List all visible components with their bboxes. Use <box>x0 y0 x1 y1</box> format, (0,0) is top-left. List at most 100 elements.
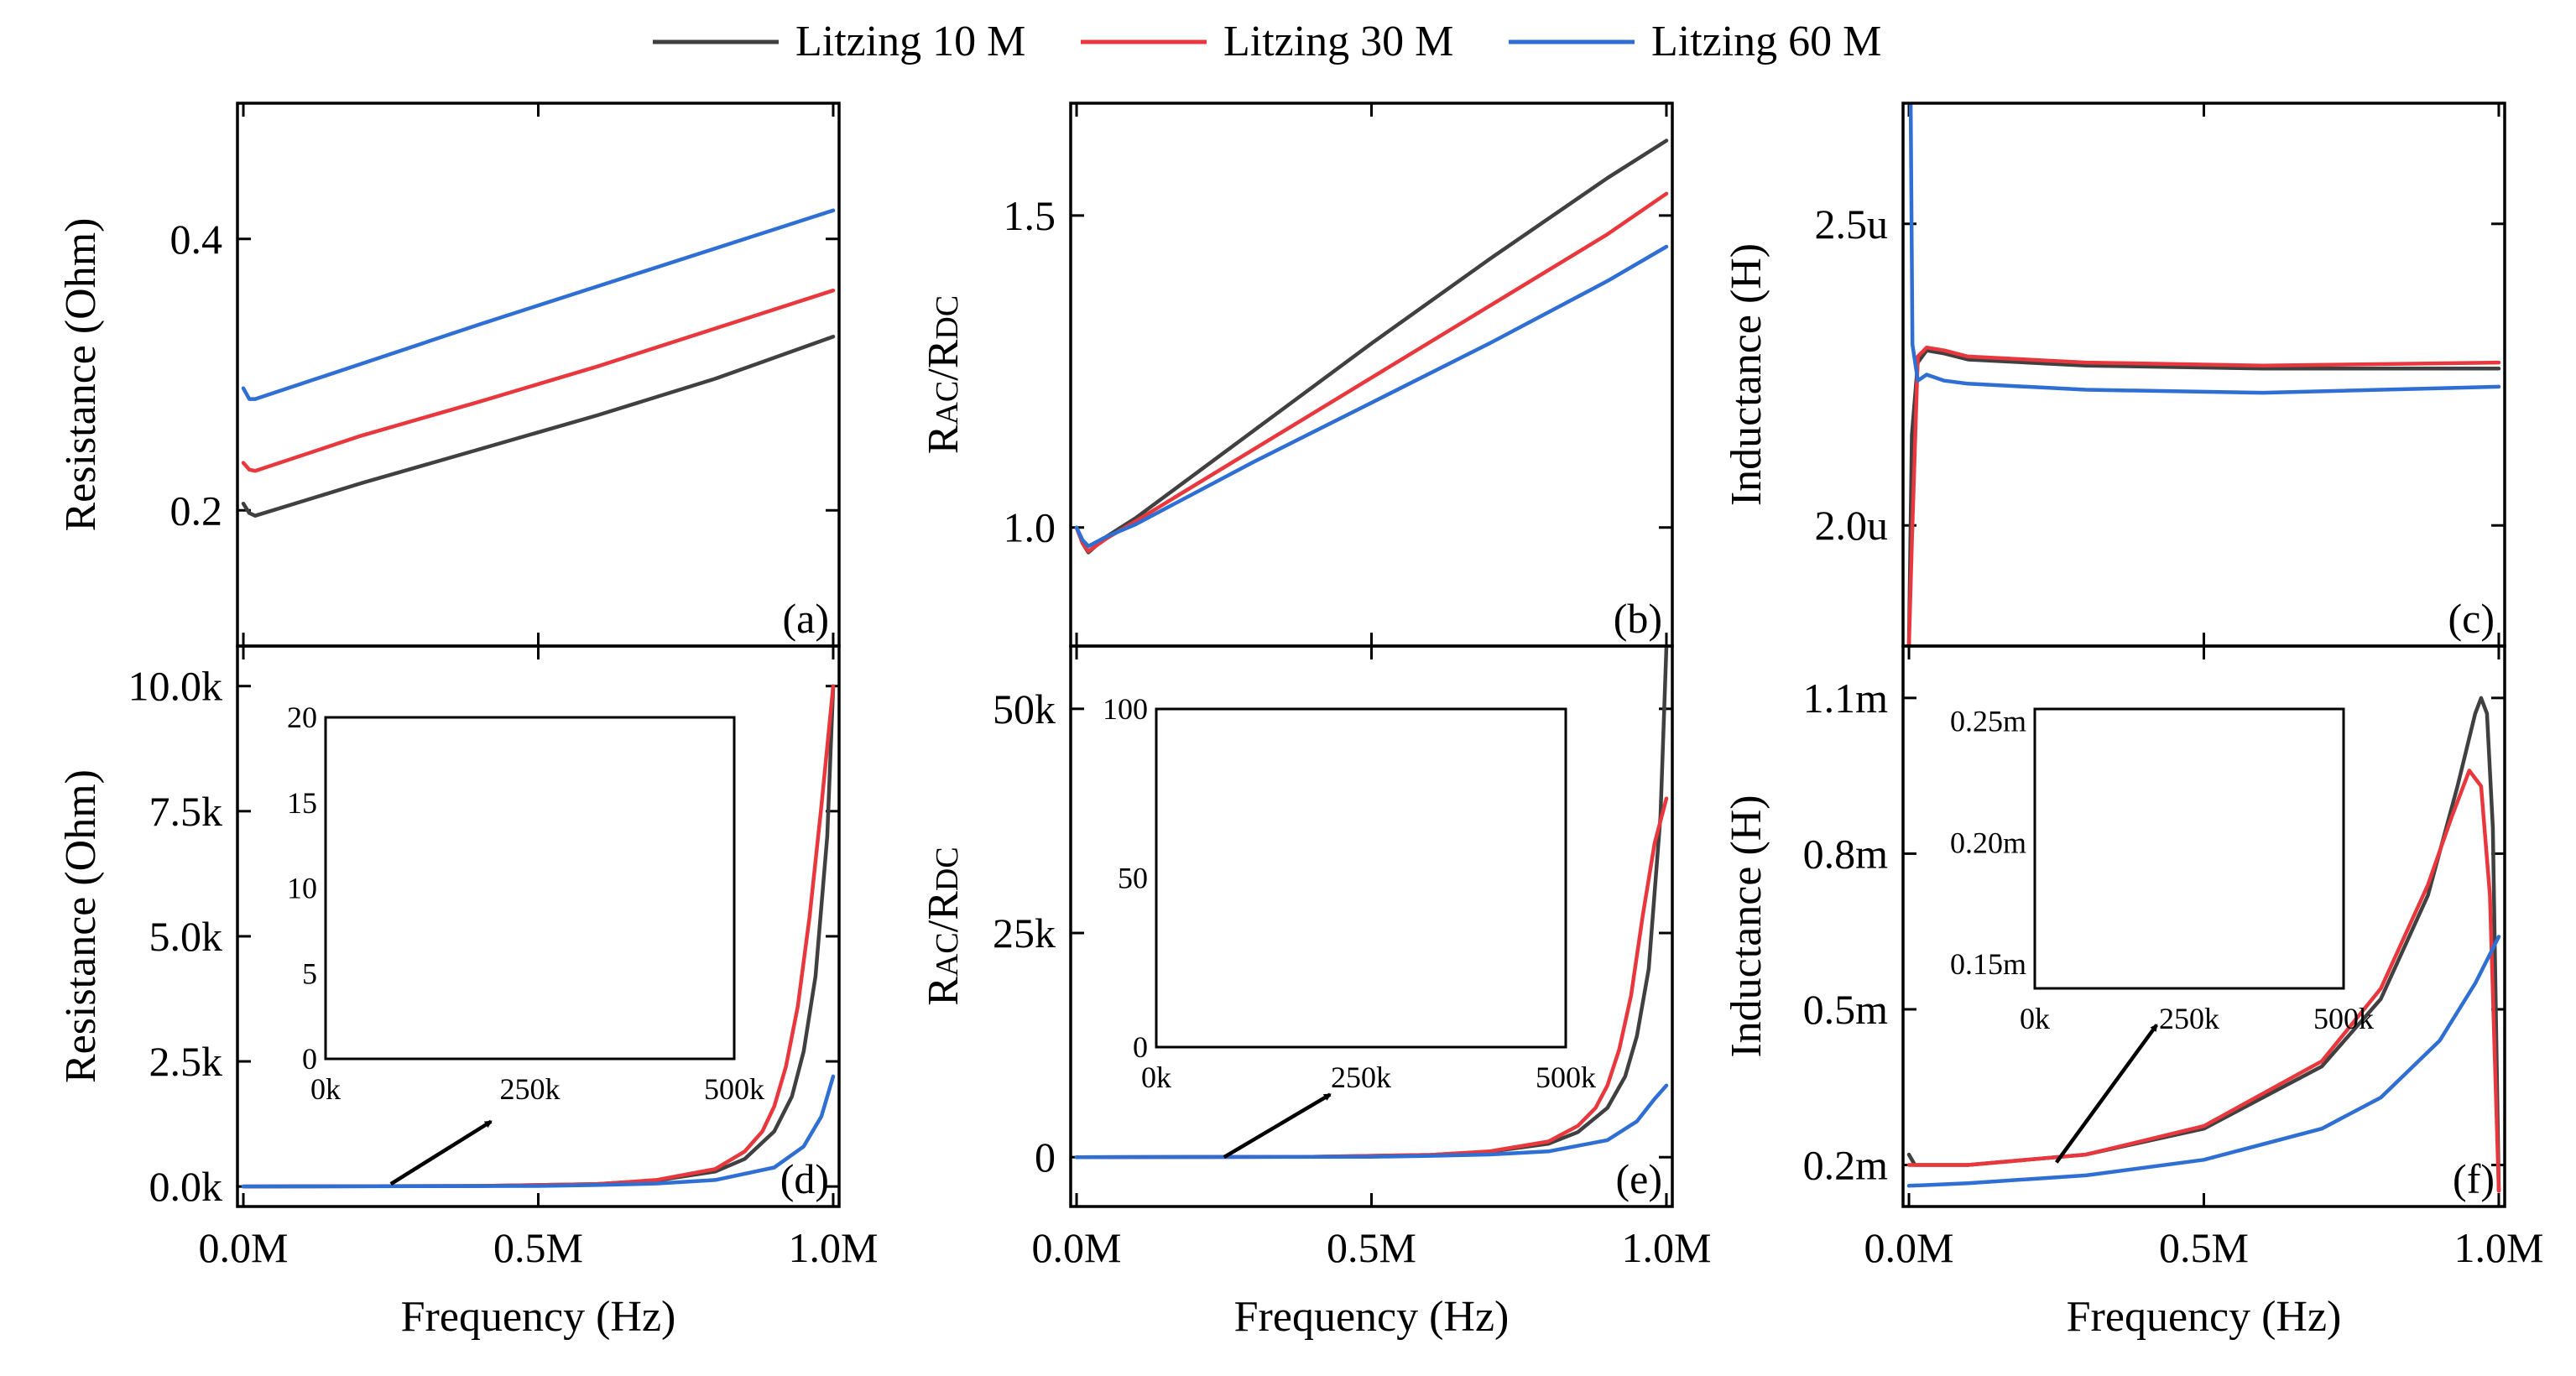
legend-entry: Litzing 60 M <box>1509 18 1881 65</box>
y-tick-label: 0.8m <box>1803 830 1889 877</box>
inset-x-tick-label: 250k <box>1331 1061 1391 1094</box>
y-tick-label: 0.0k <box>149 1163 223 1210</box>
series-line-litzing-60-m <box>1074 1083 1669 1160</box>
series-line-litzing-10-m <box>1074 138 1669 555</box>
y-tick-label: 0.2 <box>170 487 223 534</box>
legend-label: Litzing 10 M <box>795 18 1025 65</box>
y-axis-label: RAC/RDC <box>920 295 967 454</box>
inset-arrow <box>389 1119 493 1186</box>
inset-x-tick-label: 500k <box>2313 1002 2374 1035</box>
y-axis-label: Inductance (H) <box>1723 795 1770 1057</box>
inset-frame <box>2033 707 2345 990</box>
inset-x-tick-label: 500k <box>704 1072 764 1106</box>
inset-frame <box>324 716 736 1061</box>
panel-label: (d) <box>780 1155 829 1202</box>
legend-label: Litzing 60 M <box>1651 18 1881 65</box>
inset-y-tick-label: 0.20m <box>1950 826 2026 859</box>
inset-y-tick-label: 15 <box>287 786 317 820</box>
series-line-litzing-30-m <box>241 288 836 473</box>
x-tick-label: 0.5M <box>1327 1224 1416 1271</box>
y-tick-label: 50k <box>993 685 1056 732</box>
series-line-litzing-10-m <box>1906 348 2501 646</box>
x-tick-label: 0.5M <box>493 1224 583 1271</box>
inset-x-tick-label: 250k <box>2159 1002 2219 1035</box>
x-tick-label: 1.0M <box>2453 1224 2543 1271</box>
y-tick-label: 0.4 <box>170 216 223 263</box>
series-line-litzing-60-m <box>1906 103 2501 395</box>
x-axis-label: Frequency (Hz) <box>1234 1293 1510 1341</box>
y-tick-label: 1.1m <box>1803 675 1889 722</box>
inset-f: 0.15m 0.20m 0.25m 0k 250k 500k <box>1950 704 2374 1035</box>
panels: 0.2 0.4 (a) Resistance (Ohm) 1.0 1.5 (b) RAC/RD… <box>57 102 2543 1341</box>
inset-y-tick-label: 0 <box>1133 1030 1148 1064</box>
y-tick-label: 2.5u <box>1815 201 1889 248</box>
inset-d: 0 5 10 15 20 0k 250k 500k <box>287 701 764 1106</box>
plot-frame <box>1901 102 2506 648</box>
y-tick-label: 1.5 <box>1004 192 1056 239</box>
y-tick-label: 0.5m <box>1803 986 1889 1033</box>
legend-label: Litzing 30 M <box>1223 18 1453 65</box>
series-line-litzing-60-m <box>1906 935 2501 1188</box>
legend-entry: Litzing 30 M <box>1081 18 1453 65</box>
inset-frame <box>1155 707 1567 1049</box>
x-tick-label: 0.0M <box>199 1224 289 1271</box>
legend-entry: Litzing 10 M <box>653 18 1025 65</box>
series-line-litzing-60-m <box>1074 244 1669 549</box>
inset-y-tick-label: 0.15m <box>1950 947 2026 981</box>
inset-x-tick-label: 0k <box>1141 1061 1171 1094</box>
panel-label: (f) <box>2453 1155 2495 1202</box>
y-axis-label: RAC/RDC <box>920 847 967 1005</box>
inset-y-tick-label: 5 <box>302 956 317 990</box>
x-tick-label: 0.0M <box>1032 1224 1122 1271</box>
series-line-litzing-10-m <box>241 334 836 518</box>
y-axis-label: Resistance (Ohm) <box>57 769 105 1083</box>
plot-frame <box>1069 644 1674 1208</box>
y-tick-label: 10.0k <box>128 663 223 710</box>
panel-c: 2.0u 2.5u (c) Inductance (H) <box>1723 102 2506 648</box>
panel-label: (c) <box>2448 595 2495 642</box>
inset-y-tick-label: 20 <box>287 701 317 734</box>
panel-b: 1.0 1.5 (b) RAC/RDC <box>920 102 1674 648</box>
series-line-litzing-30-m <box>1906 345 2501 646</box>
x-tick-label: 1.0M <box>788 1224 878 1271</box>
series-line-litzing-30-m <box>1906 769 2501 1193</box>
inset-x-tick-label: 0k <box>2020 1002 2050 1035</box>
series-line-litzing-60-m <box>241 208 836 401</box>
panel-label: (a) <box>783 595 830 642</box>
y-axis-label: Inductance (H) <box>1723 243 1770 506</box>
y-tick-label: 2.5k <box>149 1038 223 1085</box>
series-line-litzing-60-m <box>241 1074 836 1189</box>
y-tick-label: 2.0u <box>1815 502 1889 549</box>
y-tick-label: 1.0 <box>1004 504 1056 551</box>
inset-x-tick-label: 500k <box>1536 1061 1596 1094</box>
x-tick-label: 1.0M <box>1621 1224 1711 1271</box>
x-axis-label: Frequency (Hz) <box>401 1293 676 1341</box>
inset-y-tick-label: 10 <box>287 872 317 905</box>
plot-frame <box>1901 644 2506 1208</box>
inset-e: 0 50 100 0k 250k 500k <box>1103 692 1596 1094</box>
panel-d: 0.0k 2.5k 5.0k 7.5k 10.0k 0.0M 0.5M 1.0M 0 5 10 15 2… <box>57 644 878 1341</box>
y-tick-label: 25k <box>993 910 1056 956</box>
plot-frame <box>236 644 841 1208</box>
inset-y-tick-label: 0.25m <box>1950 704 2026 738</box>
inset-x-tick-label: 0k <box>310 1072 341 1106</box>
inset-y-tick-label: 50 <box>1118 862 1148 895</box>
inset-y-tick-label: 100 <box>1103 692 1148 726</box>
y-axis-label: Resistance (Ohm) <box>57 217 105 531</box>
inset-arrow <box>2054 1024 2159 1164</box>
y-tick-label: 7.5k <box>149 788 223 835</box>
panel-a: 0.2 0.4 (a) Resistance (Ohm) <box>57 102 841 648</box>
series-line-litzing-30-m <box>1074 191 1669 554</box>
x-axis-label: Frequency (Hz) <box>2067 1293 2342 1341</box>
legend: Litzing 10 M Litzing 30 M Litzing 60 M <box>653 18 1881 65</box>
x-tick-label: 0.0M <box>1864 1224 1954 1271</box>
panel-e: 0 25k 50k 0.0M 0.5M 1.0M 0 50 100 0k 250k 500k (e) RA… <box>920 644 1711 1341</box>
y-tick-label: 0.2m <box>1803 1142 1889 1189</box>
inset-y-tick-label: 0 <box>302 1042 317 1076</box>
plot-frame <box>1069 102 1674 648</box>
y-tick-label: 0 <box>1035 1134 1056 1181</box>
panel-f: 0.2m0.5m0.8m1.1m0.0M 0.5M 1.0M0.15m0.20m0.… <box>1723 644 2543 1341</box>
y-tick-label: 5.0k <box>149 913 223 960</box>
x-tick-label: 0.5M <box>2159 1224 2249 1271</box>
